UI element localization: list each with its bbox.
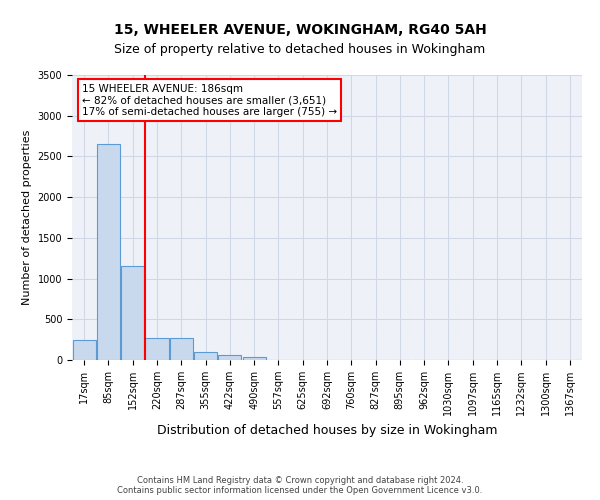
- X-axis label: Distribution of detached houses by size in Wokingham: Distribution of detached houses by size …: [157, 424, 497, 436]
- Text: 15, WHEELER AVENUE, WOKINGHAM, RG40 5AH: 15, WHEELER AVENUE, WOKINGHAM, RG40 5AH: [113, 22, 487, 36]
- Bar: [145, 338, 169, 360]
- Bar: [97, 144, 120, 360]
- Text: Size of property relative to detached houses in Wokingham: Size of property relative to detached ho…: [115, 42, 485, 56]
- Bar: [218, 355, 241, 360]
- Bar: [170, 338, 193, 360]
- Bar: [73, 340, 95, 360]
- Bar: [194, 352, 217, 360]
- Y-axis label: Number of detached properties: Number of detached properties: [22, 130, 32, 305]
- Bar: [242, 356, 266, 360]
- Text: 15 WHEELER AVENUE: 186sqm
← 82% of detached houses are smaller (3,651)
17% of se: 15 WHEELER AVENUE: 186sqm ← 82% of detac…: [82, 84, 337, 116]
- Text: Contains HM Land Registry data © Crown copyright and database right 2024.
Contai: Contains HM Land Registry data © Crown c…: [118, 476, 482, 495]
- Bar: [121, 266, 144, 360]
